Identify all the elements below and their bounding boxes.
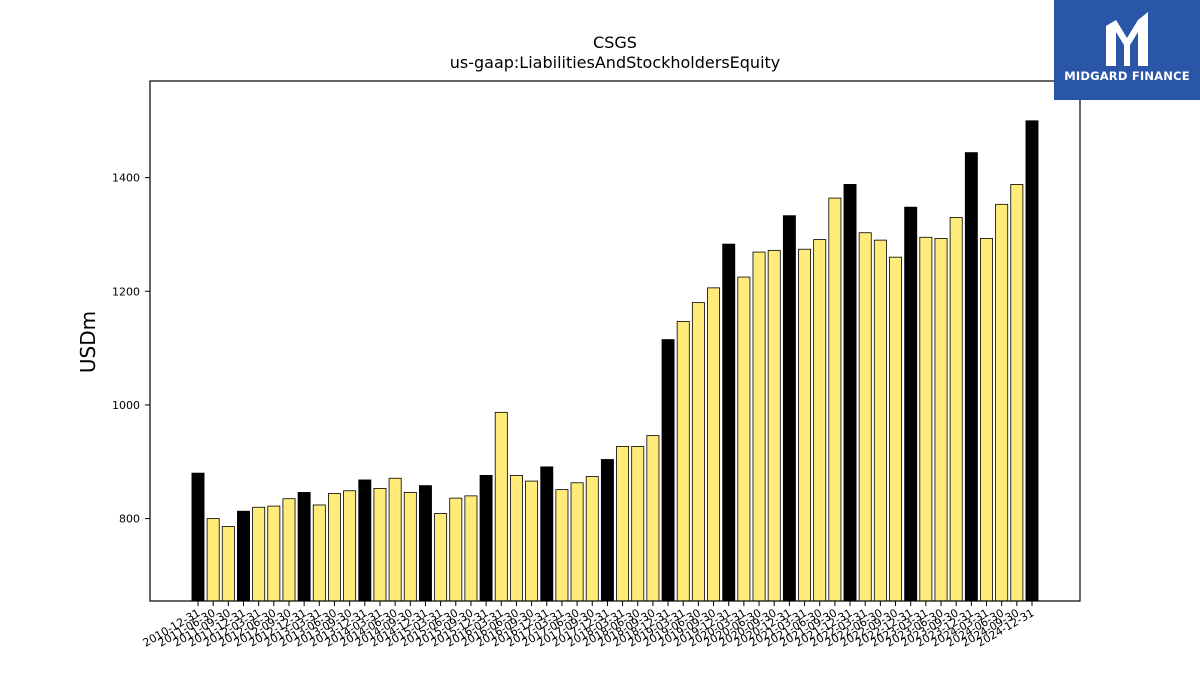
bar-2014-12-31 xyxy=(418,485,432,602)
bar-2021-03-31 xyxy=(798,248,812,602)
bar-2022-09-30 xyxy=(889,256,902,602)
bar-2017-12-31 xyxy=(600,459,614,602)
bar-2022-03-31 xyxy=(858,232,872,602)
bar-2014-03-31 xyxy=(373,488,387,602)
bar-2021-12-31 xyxy=(843,184,857,602)
bar-2016-03-31 xyxy=(494,411,508,602)
bar-2012-09-30 xyxy=(282,498,296,602)
bar-2011-12-31 xyxy=(237,510,250,602)
logo-text: MIDGARD FINANCE xyxy=(1064,69,1190,83)
bar-2020-03-31 xyxy=(737,276,751,602)
bar-2022-06-30 xyxy=(873,239,887,602)
chart-title: CSGS xyxy=(593,33,637,52)
bar-2019-06-30 xyxy=(691,302,705,602)
bar-2013-09-30 xyxy=(343,490,357,602)
bar-2020-09-30 xyxy=(767,249,781,602)
bar-2018-06-30 xyxy=(631,446,645,602)
bar-2017-09-30 xyxy=(585,476,599,602)
bar-2016-09-30 xyxy=(525,480,539,602)
y-ticks-group: 800 1000 1200 1400 xyxy=(112,172,150,526)
bar-2021-06-30 xyxy=(813,239,827,602)
bar-2024-09-30 xyxy=(1010,184,1024,602)
bar-2011-06-30 xyxy=(206,518,220,602)
bar-2014-09-30 xyxy=(403,492,417,602)
bar-2010-12-31 xyxy=(191,472,205,602)
bar-2023-12-31 xyxy=(964,152,978,602)
bar-2022-12-31 xyxy=(904,206,918,602)
bars-group xyxy=(191,120,1039,602)
midgard-m-logo-icon xyxy=(1106,12,1148,66)
y-tick-label: 1200 xyxy=(112,285,140,298)
bar-2015-12-31 xyxy=(479,474,493,602)
y-tick-label: 1400 xyxy=(112,172,140,185)
y-tick-label: 1000 xyxy=(112,399,140,412)
bar-2021-09-30 xyxy=(828,197,842,602)
bar-2013-12-31 xyxy=(358,479,372,602)
bar-2013-06-30 xyxy=(328,493,341,602)
bar-2018-09-30 xyxy=(646,435,660,602)
bar-2015-03-31 xyxy=(434,513,448,602)
y-tick-label: 800 xyxy=(119,513,140,526)
plot-frame xyxy=(149,80,1081,602)
bar-2019-09-30 xyxy=(707,287,721,602)
bar-2012-12-31 xyxy=(297,492,311,602)
bar-2012-03-31 xyxy=(252,506,266,602)
bar-2020-06-30 xyxy=(752,251,766,602)
bar-2013-03-31 xyxy=(312,504,326,602)
y-axis-label: USDm xyxy=(76,311,100,373)
bar-2023-03-31 xyxy=(919,236,933,602)
bar-2018-12-31 xyxy=(661,339,675,602)
bar-2015-09-30 xyxy=(464,495,478,602)
bar-2024-12-31 xyxy=(1025,120,1039,602)
bar-2014-06-30 xyxy=(388,477,402,602)
bar-2024-03-31 xyxy=(980,238,993,602)
x-ticks-group: 2010-12-312011-06-302011-09-302011-12-31… xyxy=(141,601,1037,650)
midgard-finance-logo: MIDGARD FINANCE xyxy=(1054,0,1200,100)
bar-2018-03-31 xyxy=(616,446,630,602)
bar-2011-09-30 xyxy=(221,526,235,602)
bar-2017-06-30 xyxy=(570,482,584,602)
bar-2024-06-30 xyxy=(995,203,1009,602)
bar-2017-03-31 xyxy=(555,489,569,602)
bar-2012-06-30 xyxy=(267,505,281,602)
bar-2016-12-31 xyxy=(540,466,554,602)
bar-2019-03-31 xyxy=(676,320,690,602)
bar-2023-06-30 xyxy=(934,238,948,602)
bar-2019-12-31 xyxy=(722,243,736,602)
bar-2023-09-30 xyxy=(949,216,963,602)
bar-2020-12-31 xyxy=(782,215,796,602)
chart-subtitle: us-gaap:LiabilitiesAndStockholdersEquity xyxy=(450,53,781,72)
bar-2015-06-30 xyxy=(449,497,463,602)
bar-2016-06-30 xyxy=(509,474,523,602)
